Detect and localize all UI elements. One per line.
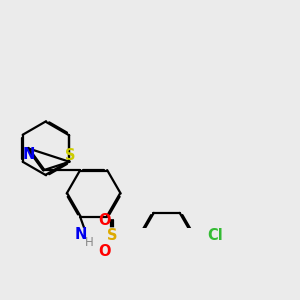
Text: H: H: [85, 236, 94, 249]
Text: Cl: Cl: [207, 229, 223, 244]
Text: O: O: [98, 213, 110, 228]
Text: N: N: [75, 227, 87, 242]
Text: O: O: [98, 244, 110, 259]
Text: S: S: [64, 148, 75, 164]
Text: S: S: [107, 229, 117, 244]
Text: N: N: [23, 147, 35, 162]
